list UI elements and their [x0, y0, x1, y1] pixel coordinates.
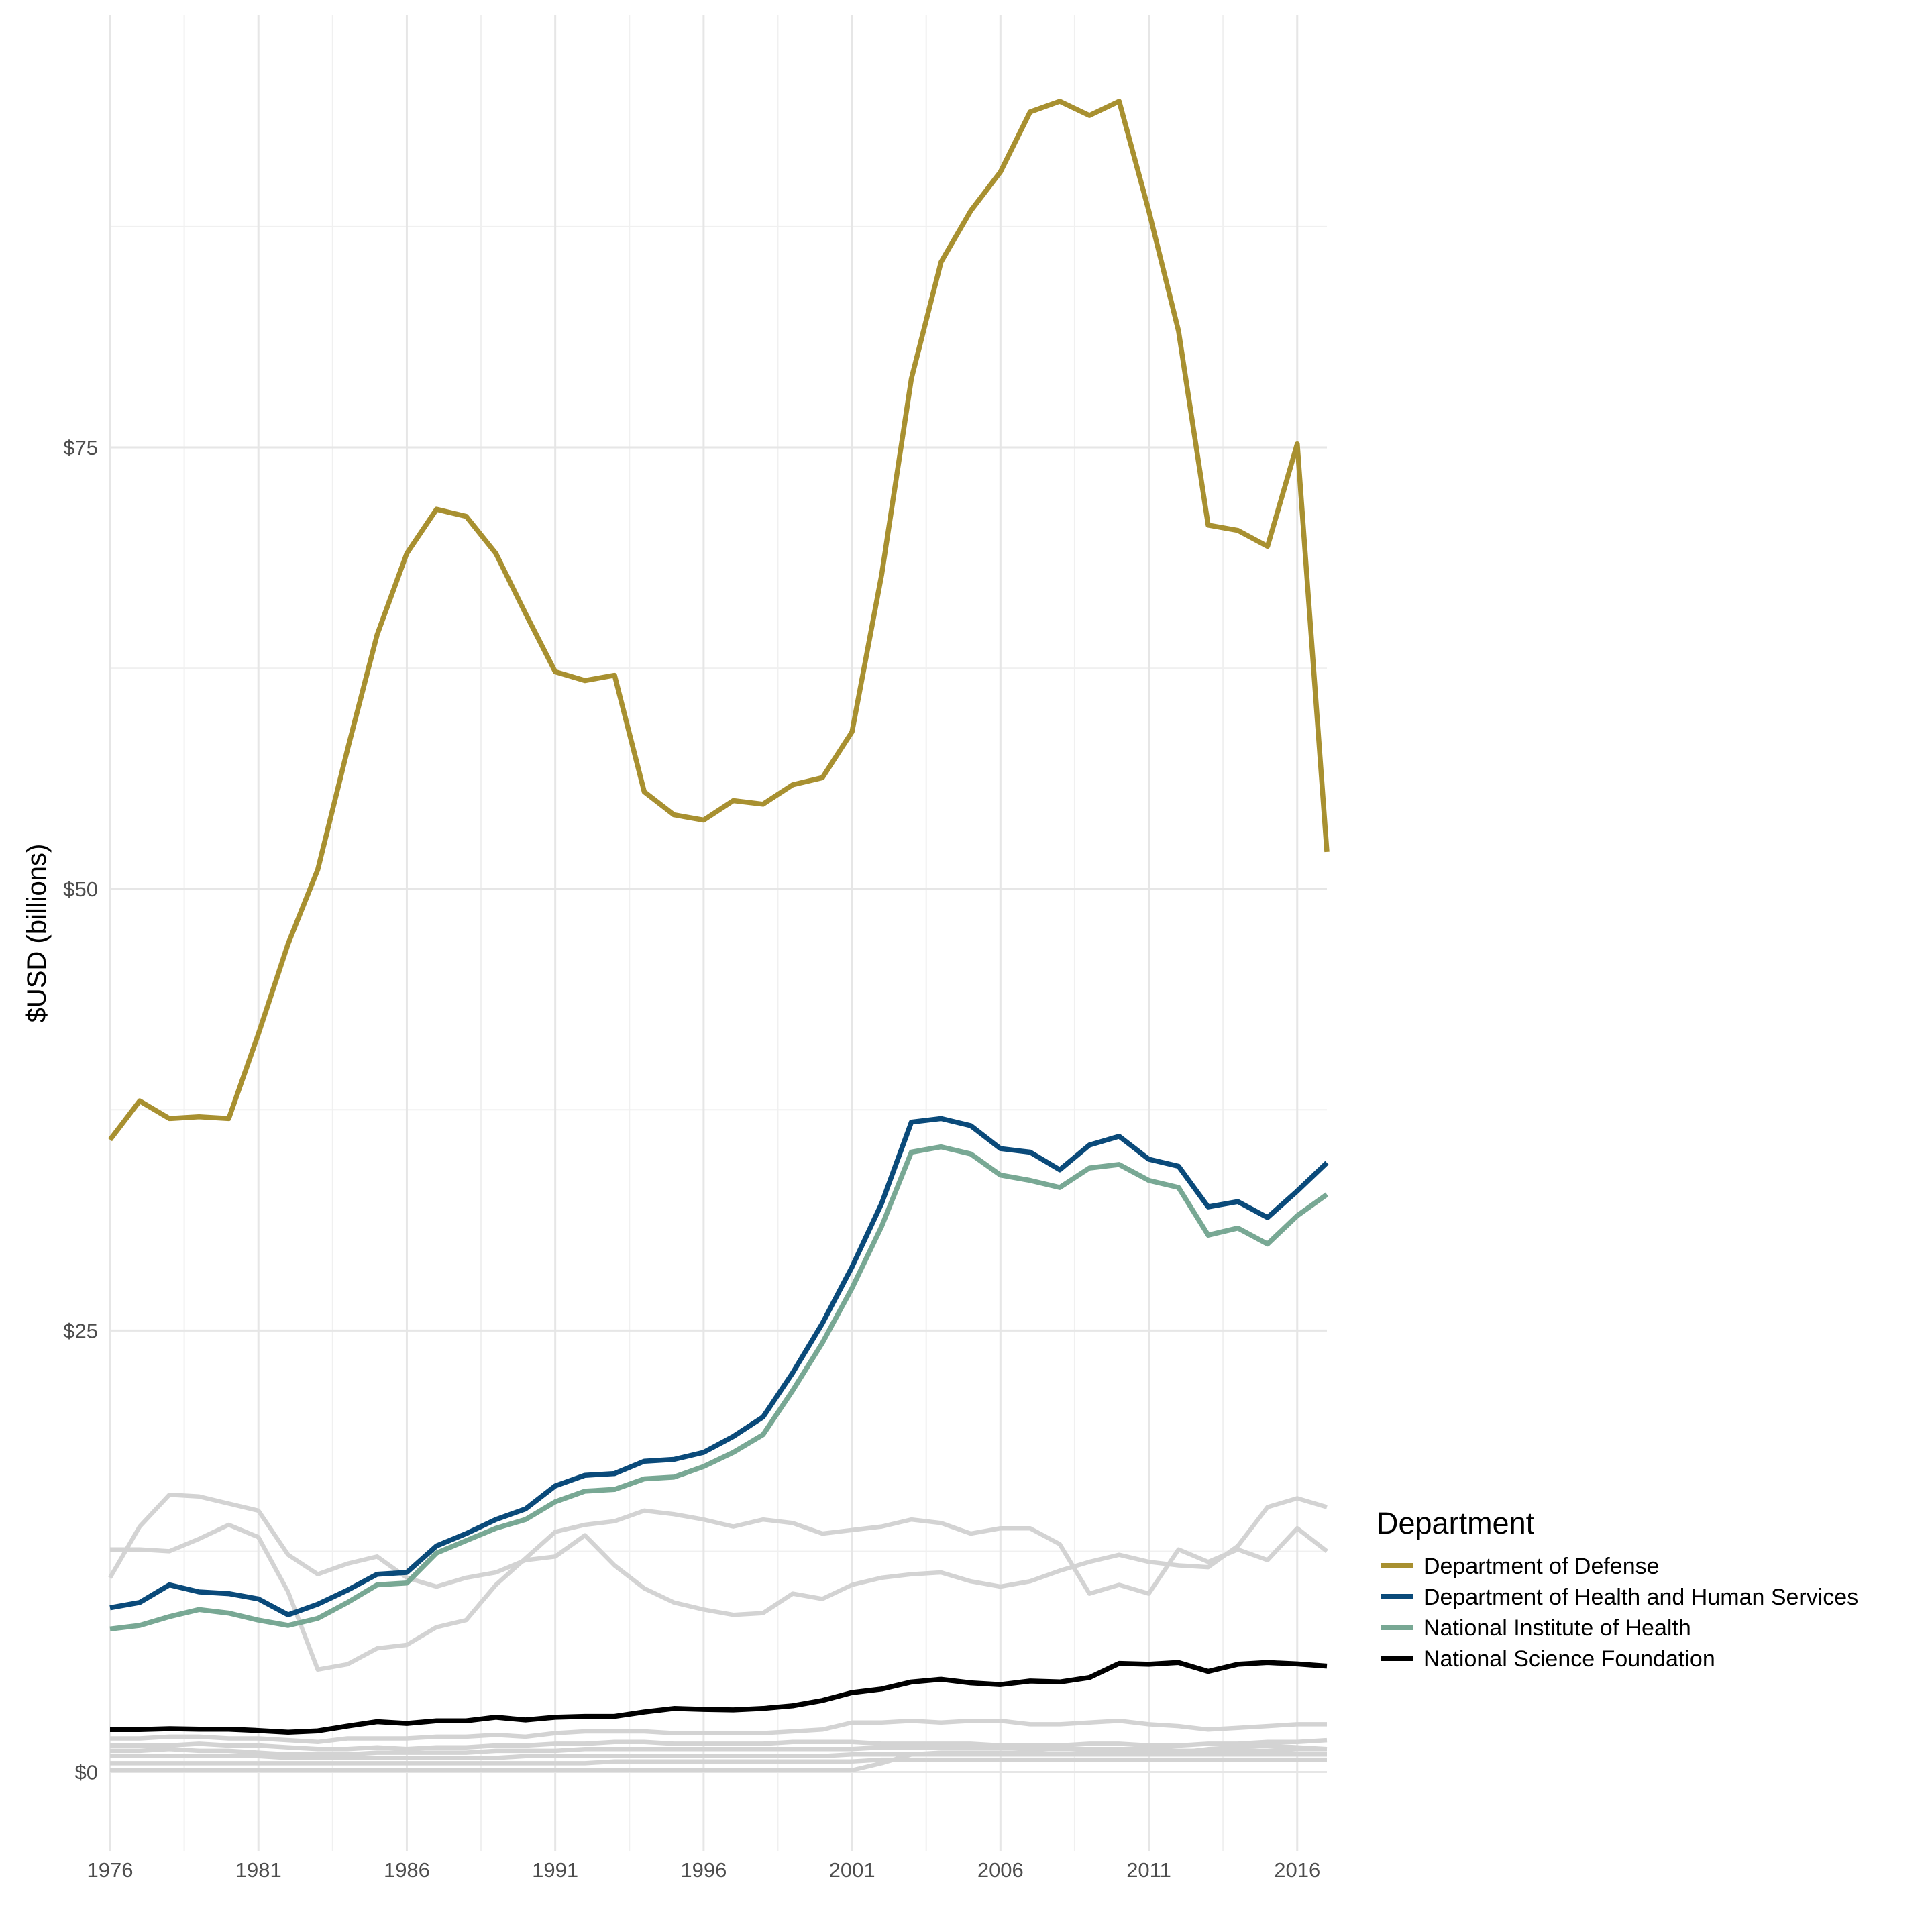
series-line-department-of-health-and-human-services: [109, 1116, 1329, 1617]
legend-label-national-science-foundation: National Science Foundation: [1424, 1646, 1715, 1672]
x-tick-label: 2001: [829, 1858, 875, 1882]
x-tick-label: 1976: [87, 1858, 133, 1882]
legend-label-national-institute-of-health: National Institute of Health: [1424, 1615, 1691, 1641]
background-series-line: [108, 1492, 1328, 1617]
y-tick-label: $75: [63, 436, 98, 460]
x-tick-label: 1986: [384, 1858, 430, 1882]
series-line-national-institute-of-health: [109, 1144, 1329, 1632]
background-series-lines: [108, 1492, 1328, 1773]
x-tick-label: 1991: [532, 1858, 578, 1882]
legend-label-department-of-health-and-human-services: Department of Health and Human Services: [1424, 1585, 1858, 1610]
series-line-department-of-defense: [108, 99, 1330, 1142]
legend-label-department-of-defense: Department of Defense: [1424, 1554, 1660, 1579]
x-axis-tick-labels: 1976 1981 1986 1991 1996 2001 2006 2011 2016: [87, 1858, 1321, 1882]
background-series-line: [110, 1718, 1327, 1745]
y-tick-label: $25: [63, 1319, 98, 1342]
background-series-line: [110, 1743, 1328, 1773]
y-axis-title: $USD (billions): [22, 844, 52, 1023]
x-tick-label: 1996: [680, 1858, 727, 1882]
legend-title: Department: [1377, 1506, 1535, 1540]
y-tick-label: $50: [63, 877, 98, 901]
x-tick-label: 2011: [1126, 1858, 1171, 1882]
series-line-national-science-foundation: [110, 1660, 1328, 1735]
x-tick-label: 1981: [235, 1858, 282, 1882]
background-series-line: [110, 1757, 1327, 1766]
background-series-line: [110, 1752, 1327, 1760]
legend: Department Department of DefenseDepartme…: [1377, 1506, 1858, 1672]
legend-items: Department of Defense Department of Healt…: [1381, 1554, 1858, 1672]
highlight-series-lines: [108, 99, 1330, 1735]
background-series-line: [110, 1737, 1328, 1752]
y-tick-label: $0: [75, 1761, 98, 1784]
x-tick-label: 2006: [977, 1858, 1024, 1882]
x-tick-label: 2016: [1274, 1858, 1320, 1882]
y-axis-tick-labels: $0 $25 $50 $75: [63, 436, 98, 1784]
background-series-line: [110, 1508, 1328, 1672]
